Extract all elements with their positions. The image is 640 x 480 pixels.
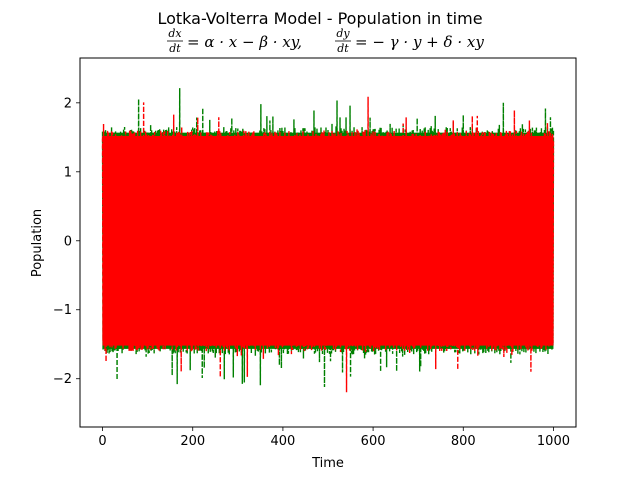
x-tick-label: 200 — [180, 434, 205, 449]
x-tick-label: 400 — [270, 434, 295, 449]
chart-subtitle-formula: dx dt = α · x − β · xy, dy dt = − γ · y … — [167, 27, 484, 55]
eq1-lhs-numerator: dx — [168, 27, 182, 40]
y-tick-label: −1 — [53, 303, 72, 318]
eq2-lhs-denominator: dt — [337, 42, 349, 55]
x-tick-label: 1000 — [537, 434, 570, 449]
chart-title: Lotka-Volterra Model - Population in tim… — [157, 9, 482, 28]
eq2-lhs-numerator: dy — [336, 27, 350, 40]
x-axis-label: Time — [311, 456, 344, 471]
eq1-lhs-denominator: dt — [169, 42, 181, 55]
y-tick-label: 1 — [64, 165, 72, 180]
y-tick-label: −2 — [53, 372, 72, 387]
x-tick-label: 800 — [451, 434, 476, 449]
eq1-rhs: = α · x − β · xy, — [187, 33, 302, 51]
eq2-rhs: = − γ · y + δ · xy — [355, 33, 484, 51]
y-axis-label: Population — [30, 209, 45, 277]
y-tick-label: 0 — [64, 234, 72, 249]
y-tick-label: 2 — [64, 96, 72, 111]
plot-frame — [79, 57, 577, 428]
x-tick-label: 600 — [361, 434, 386, 449]
x-tick-label: 0 — [98, 434, 106, 449]
x-axis: 0 200 400 600 800 1000 — [98, 427, 570, 449]
series-layer — [101, 88, 555, 393]
y-axis: −2 −1 0 1 2 — [53, 96, 80, 387]
series-band-2 — [102, 135, 554, 346]
